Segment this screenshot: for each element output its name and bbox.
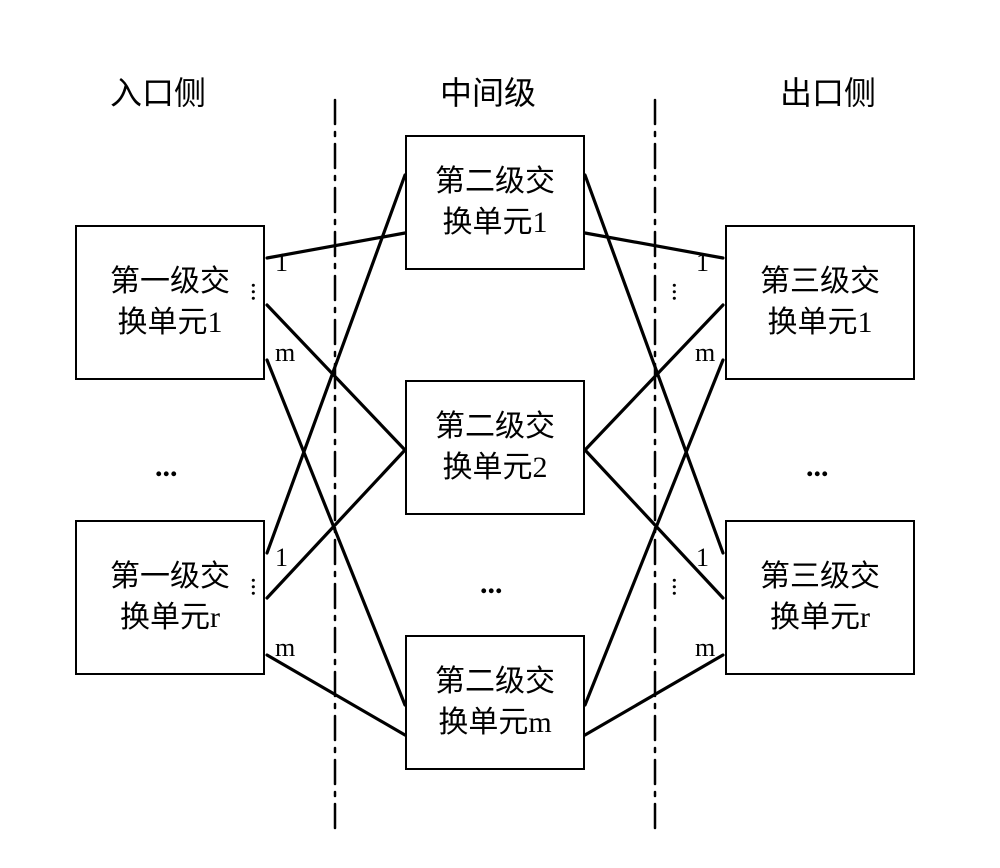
port-label: m <box>275 633 295 663</box>
port-label: 1 <box>696 248 709 278</box>
stage1-unit-r: 第一级交换单元r <box>75 520 265 675</box>
section-label-left: 入口侧 <box>110 68 206 114</box>
port-label: 1 <box>275 543 288 573</box>
stage3-unit-1: 第三级交换单元1 <box>725 225 915 380</box>
stage3-unit-r: 第三级交换单元r <box>725 520 915 675</box>
ellipsis-right-column: ... <box>806 450 829 484</box>
stage1-unit-1: 第一级交换单元1 <box>75 225 265 380</box>
port-label: m <box>695 338 715 368</box>
ellipsis-left-column: ... <box>155 450 178 484</box>
port-label: ... <box>245 282 275 302</box>
port-label: ... <box>245 577 275 597</box>
section-label-right: 出口侧 <box>780 68 876 114</box>
port-label: 1 <box>275 248 288 278</box>
stage2-unit-1: 第二级交换单元1 <box>405 135 585 270</box>
port-label: m <box>275 338 295 368</box>
port-label: ... <box>666 282 696 302</box>
section-label-middle: 中间级 <box>440 68 536 114</box>
stage2-unit-2: 第二级交换单元2 <box>405 380 585 515</box>
port-label: ... <box>666 577 696 597</box>
port-label: m <box>695 633 715 663</box>
ellipsis-middle-column: ... <box>480 567 503 601</box>
stage2-unit-m: 第二级交换单元m <box>405 635 585 770</box>
port-label: 1 <box>696 543 709 573</box>
